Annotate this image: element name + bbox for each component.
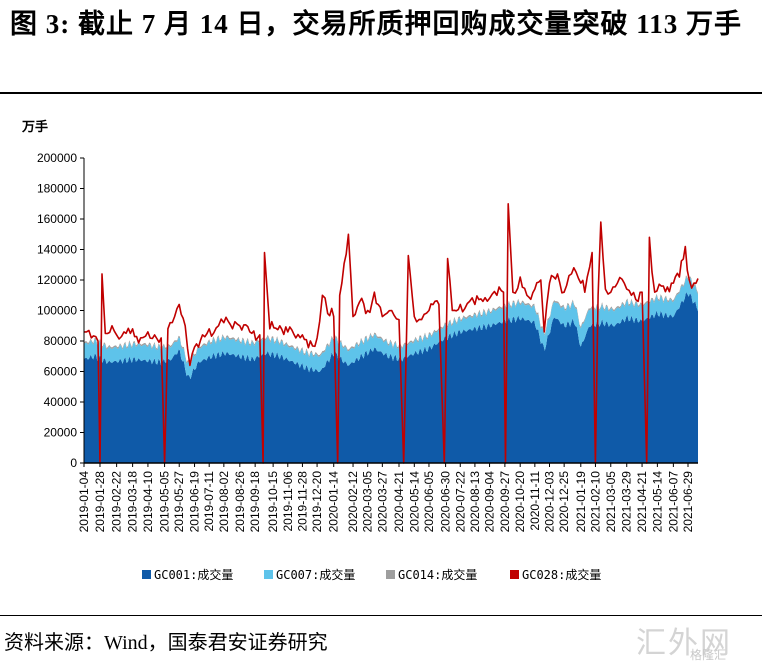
y-tick-label: 200000 [37, 151, 77, 165]
watermark-sub: 格隆汇 [690, 648, 727, 662]
legend-label: GC007:成交量 [276, 567, 355, 582]
x-tick-label: 2019-08-26 [233, 471, 247, 533]
x-tick-label: 2021-03-29 [620, 471, 634, 533]
x-tick-label: 2019-04-10 [141, 471, 155, 533]
watermark: 汇外网 [636, 627, 732, 660]
x-tick-label: 2019-01-04 [77, 471, 91, 533]
x-tick-label: 2020-06-05 [422, 471, 436, 533]
chart: 万手 0 20000 40000 60000 80000 100000 120000 1400… [21, 119, 699, 582]
x-tick-label: 2019-05-05 [158, 471, 172, 533]
x-tick-label: 2021-06-07 [666, 471, 680, 533]
figure-title: 图 3: 截止 7 月 14 日，交易所质押回购成交量突破 113 万手 [10, 9, 743, 39]
x-tick-label: 2020-07-22 [453, 471, 467, 533]
area-gc007 [84, 276, 698, 380]
line-gc028 [84, 203, 699, 464]
x-tick-label: 2019-05-27 [172, 471, 186, 533]
x-tick-label: 2020-09-04 [483, 471, 497, 533]
x-tick-label: 2020-03-05 [361, 471, 375, 533]
y-tick-label: 120000 [37, 273, 77, 287]
y-unit-label: 万手 [21, 119, 48, 135]
x-tick-label: 2020-11-11 [528, 471, 542, 531]
axes [80, 157, 698, 467]
y-tick-label: 20000 [44, 426, 78, 440]
legend-label: GC001:成交量 [154, 567, 233, 582]
legend-swatch [142, 570, 151, 579]
x-tick-label: 2021-02-10 [588, 471, 602, 533]
legend-label: GC014:成交量 [398, 567, 477, 582]
x-tick-label: 2020-12-03 [542, 471, 556, 533]
x-tick-label: 2019-07-11 [202, 471, 216, 532]
legend-swatch [510, 570, 519, 579]
title-divider [0, 92, 762, 94]
x-tick-label: 2021-05-14 [650, 471, 664, 533]
x-tick-label: 2021-01-19 [574, 471, 588, 533]
x-tick-label: 2019-01-28 [93, 471, 107, 533]
x-tick-label: 2021-04-21 [635, 471, 649, 533]
area-layer [84, 275, 698, 463]
x-tick-label: 2020-09-27 [498, 471, 512, 533]
y-tick-label: 40000 [44, 395, 78, 409]
y-tick-label: 60000 [44, 365, 78, 379]
y-tick-label: 140000 [37, 243, 77, 257]
x-tick-labels: 2019-01-04 2019-01-28 2019-02-22 2019-03-18… [77, 471, 695, 533]
x-tick-label: 2020-01-14 [327, 471, 341, 533]
line-layer [84, 203, 699, 464]
x-tick-label: 2020-10-20 [513, 471, 527, 533]
x-tick-label: 2020-06-30 [439, 471, 453, 533]
y-tick-label: 80000 [44, 334, 78, 348]
x-tick-label: 2020-04-21 [392, 471, 406, 533]
x-tick-label: 2019-11-28 [295, 471, 309, 532]
x-tick-label: 2020-05-14 [407, 471, 421, 533]
y-tick-label: 0 [70, 456, 77, 470]
x-tick-label: 2021-06-29 [681, 471, 695, 533]
legend-swatch [386, 570, 395, 579]
y-tick-labels: 0 20000 40000 60000 80000 100000 120000 140000 1… [37, 151, 77, 470]
y-tick-label: 100000 [37, 304, 77, 318]
x-tick-label: 2019-11-06 [281, 471, 295, 532]
legend: GC001:成交量 GC007:成交量 GC014:成交量 GC028:成交量 [142, 567, 601, 582]
footer-divider [0, 615, 762, 616]
x-tick-label: 2020-02-12 [346, 471, 360, 533]
y-tick-label: 180000 [37, 182, 77, 196]
x-tick-label: 2019-02-22 [110, 471, 124, 533]
legend-swatch [264, 570, 273, 579]
area-gc001 [84, 292, 698, 463]
x-tick-label: 2019-08-02 [217, 471, 231, 533]
legend-label: GC028:成交量 [522, 567, 601, 582]
x-tick-label: 2020-03-27 [375, 471, 389, 533]
x-tick-label: 2021-03-05 [604, 471, 618, 533]
x-tick-label: 2019-10-15 [266, 471, 280, 533]
x-tick-label: 2019-06-19 [188, 471, 202, 533]
x-tick-label: 2019-09-18 [248, 471, 262, 533]
x-tick-label: 2019-12-20 [310, 471, 324, 533]
source-note: 资料来源：Wind，国泰君安证券研究 [4, 632, 328, 654]
x-tick-label: 2019-03-18 [126, 471, 140, 533]
y-tick-label: 160000 [37, 212, 77, 226]
x-tick-label: 2020-12-25 [557, 471, 571, 533]
x-tick-label: 2020-08-13 [468, 471, 482, 533]
